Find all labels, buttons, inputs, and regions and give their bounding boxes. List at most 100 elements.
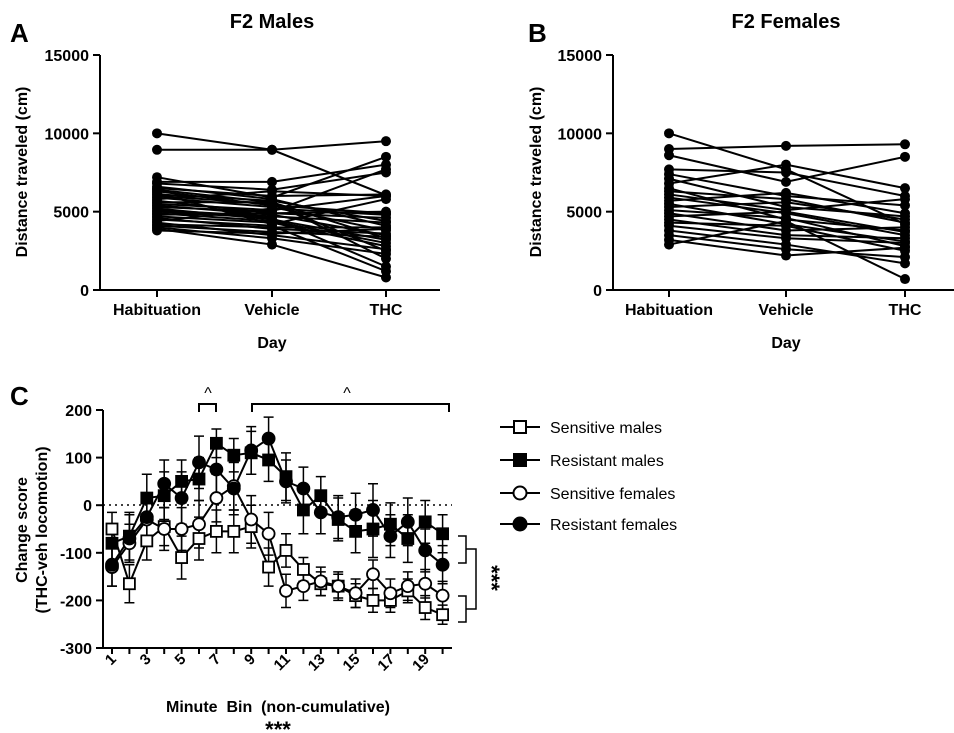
data-point (418, 576, 433, 591)
data-point (209, 491, 224, 505)
y-tick-label: 0 (80, 283, 89, 300)
legend-label-resistant-females: Resistant females (550, 517, 677, 534)
data-point (279, 474, 293, 489)
panel-c-x-axis-significance: *** (265, 717, 291, 733)
y-tick-label: 15000 (558, 48, 603, 65)
data-point (664, 239, 674, 250)
data-point (781, 197, 791, 208)
legend-label-resistant-males: Resistant males (550, 453, 664, 470)
legend-label-sensitive-females: Sensitive females (550, 486, 675, 503)
data-point (296, 563, 310, 576)
x-tick-label: 1 (102, 651, 120, 669)
data-point (664, 128, 674, 139)
y-tick-label: -100 (60, 546, 92, 563)
data-point (123, 577, 136, 591)
data-point (381, 151, 391, 162)
panel-c-letter: C (10, 381, 29, 411)
data-point (105, 536, 119, 550)
data-point (900, 151, 910, 162)
x-tick-label: 11 (271, 651, 294, 674)
data-point (366, 567, 380, 582)
data-point (313, 505, 328, 520)
data-point (900, 214, 910, 225)
panel-a-title: F2 Males (230, 11, 314, 33)
x-tick-label: 17 (374, 651, 398, 675)
data-point (900, 274, 910, 285)
panel-c-y-axis-label-line2: (THC-veh locomotion) (34, 446, 51, 613)
data-point (105, 522, 119, 536)
data-point (152, 144, 162, 155)
data-point (400, 514, 415, 529)
data-point (267, 203, 277, 214)
data-point (664, 150, 674, 161)
panel-a-letter: A (10, 18, 29, 48)
data-point (349, 524, 363, 538)
open-square-marker-icon (513, 420, 527, 434)
data-point (781, 159, 791, 170)
data-point (152, 128, 162, 139)
females-group-bracket (458, 595, 467, 623)
data-point (279, 583, 293, 598)
x-tick-label: 19 (409, 651, 433, 675)
data-point (381, 272, 391, 283)
x-tick-label: THC (889, 302, 922, 319)
data-point (383, 517, 397, 531)
panel-b-title: F2 Females (732, 11, 841, 33)
legend-item-resistant-males: Resistant males (500, 453, 664, 470)
data-point (175, 551, 189, 564)
data-point (122, 531, 137, 546)
sex-comparison-bracket (466, 548, 477, 610)
data-point (366, 503, 380, 517)
data-point (262, 453, 276, 467)
data-point (381, 136, 391, 147)
data-point (781, 167, 791, 178)
data-point (296, 481, 311, 496)
data-point (781, 176, 791, 187)
panel-b: B F2 Females Distance traveled (cm) Day … (528, 11, 954, 352)
data-point (313, 574, 328, 589)
data-point (174, 522, 189, 536)
data-point (152, 225, 162, 236)
bracket-bins-6-7-mark: ^ (204, 385, 212, 402)
data-point (209, 462, 224, 477)
data-point (900, 252, 910, 263)
data-point (267, 186, 277, 197)
y-tick-label: 5000 (53, 205, 89, 222)
panel-b-letter: B (528, 18, 547, 48)
panel-b-y-axis-label: Distance traveled (cm) (528, 87, 545, 258)
data-point (261, 431, 276, 446)
data-point (900, 194, 910, 205)
x-tick-label: THC (370, 302, 403, 319)
bracket-bins-9-20 (251, 403, 450, 412)
panel-c-y-axis-label-line1: Change score (14, 477, 31, 583)
x-tick-label: 3 (137, 651, 155, 669)
panel-c: C Change score (THC-veh locomotion) Minu… (10, 381, 677, 733)
y-tick-label: 5000 (566, 205, 602, 222)
x-tick-label: Vehicle (244, 302, 299, 319)
data-point (314, 489, 328, 503)
data-point (400, 579, 415, 594)
bracket-bins-6-7 (198, 403, 217, 412)
data-point (192, 532, 206, 545)
x-tick-label: Vehicle (758, 302, 813, 319)
males-group-bracket (458, 535, 467, 564)
x-tick-label: 13 (305, 651, 329, 675)
data-point (267, 176, 277, 187)
y-tick-label: 0 (83, 498, 92, 515)
data-point (381, 209, 391, 220)
data-point (140, 491, 154, 505)
filled-circle-marker-icon (512, 516, 528, 532)
data-point (140, 534, 154, 548)
data-point (366, 594, 380, 607)
data-point (261, 526, 276, 541)
x-tick-label: 9 (241, 651, 259, 669)
data-point (900, 242, 910, 253)
data-point (381, 248, 391, 259)
data-point (296, 503, 310, 517)
data-point (436, 608, 450, 622)
data-point (262, 560, 276, 574)
data-point (209, 524, 223, 538)
data-point (781, 187, 791, 198)
x-tick-label: 7 (206, 651, 224, 669)
